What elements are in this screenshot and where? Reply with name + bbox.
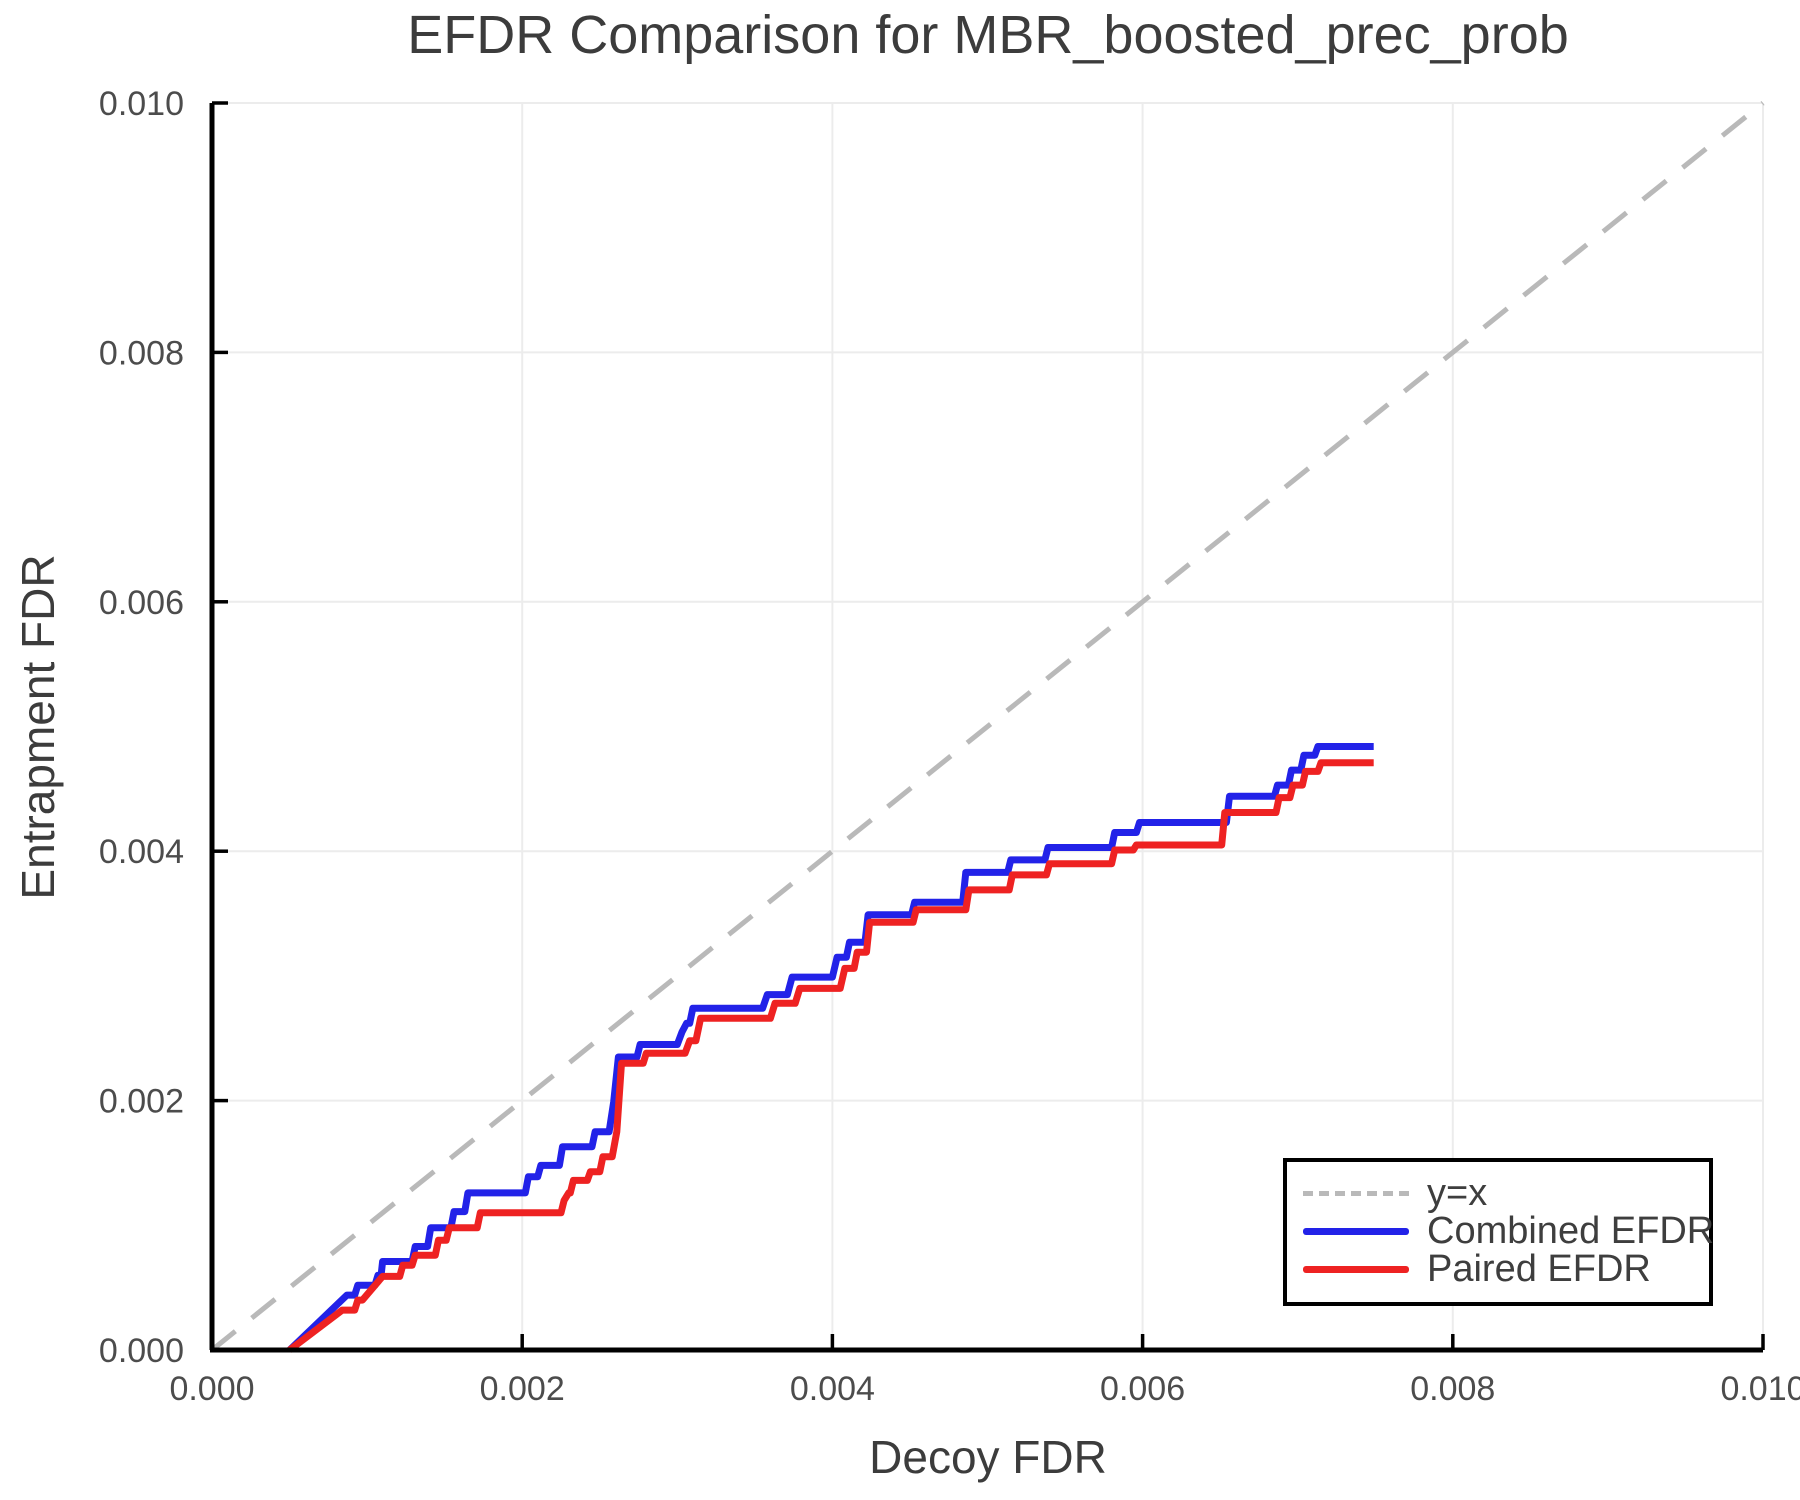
legend: y=x Combined EFDR Paired EFDR [1283,1158,1714,1306]
y-tick-label: 0.010 [99,85,184,123]
legend-item-combined-efdr: Combined EFDR [1303,1212,1714,1250]
x-tick-label: 0.000 [169,1370,254,1408]
y-tick-label: 0.006 [99,584,184,622]
series-line-combined-efdr [287,743,1374,1353]
y-tick-label: 0.008 [99,334,184,372]
series-line-y-x [210,101,1765,1352]
x-axis-label: Decoy FDR [869,1431,1107,1483]
legend-label-combined-efdr: Combined EFDR [1427,1210,1715,1252]
legend-item-paired-efdr: Paired EFDR [1303,1250,1709,1288]
legend-label-paired-efdr: Paired EFDR [1427,1248,1651,1290]
legend-item-yx: y=x [1303,1174,1709,1212]
x-tick-label: 0.006 [1100,1370,1185,1408]
x-tick-label: 0.008 [1410,1370,1495,1408]
y-tick-label: 0.002 [99,1083,184,1121]
legend-red-line-icon [1303,1265,1409,1273]
y-tick-label: 0.000 [99,1332,184,1370]
legend-dashed-line-icon [1303,1190,1409,1196]
y-tick-label: 0.004 [99,833,184,871]
x-tick-label: 0.002 [480,1370,565,1408]
legend-blue-line-icon [1303,1227,1409,1235]
x-tick-label: 0.010 [1720,1370,1800,1408]
legend-label-yx: y=x [1427,1172,1488,1214]
x-tick-label: 0.004 [790,1370,875,1408]
y-axis-label: Entrapment FDR [12,554,64,900]
chart-title: EFDR Comparison for MBR_boosted_prec_pro… [407,5,1569,65]
series-line-paired-efdr [287,759,1374,1353]
